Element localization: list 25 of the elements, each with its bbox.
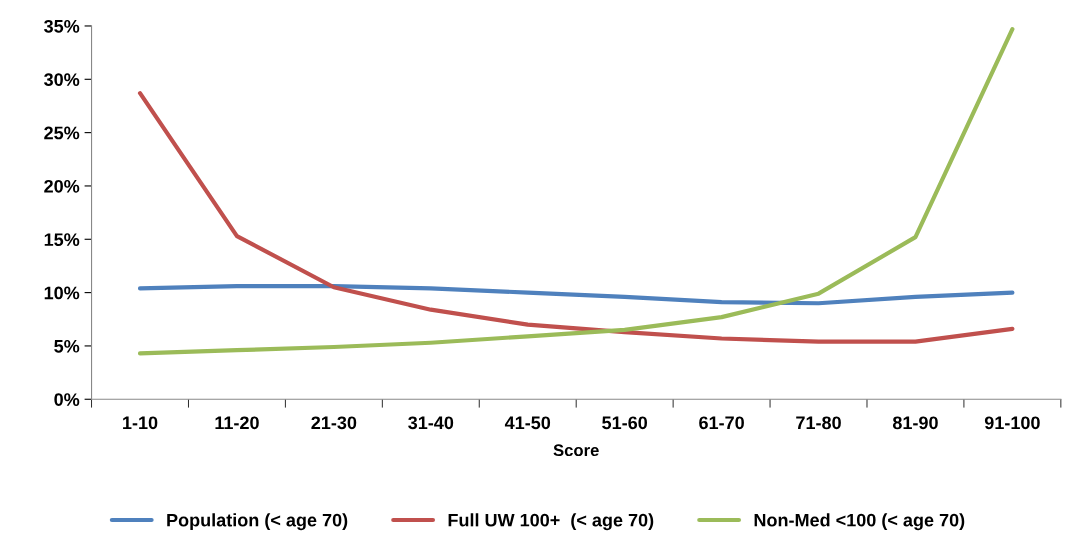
x-tick-label: 91-100 [984,416,1040,430]
y-tick-label: 30% [44,73,80,87]
x-tick-label: 41-50 [504,416,551,430]
y-tick-label: 0% [54,393,80,406]
y-tick-label: 10% [44,286,80,300]
x-tick-label: 11-20 [215,416,259,430]
y-tick-label: 20% [44,179,80,193]
x-tick-label: 61-70 [699,416,744,430]
y-tick-label: 5% [54,339,80,353]
x-tick-label: 71-80 [796,416,841,430]
x-axis-title: Score [553,444,599,457]
x-tick-label: 31-40 [408,416,454,430]
line-series [137,91,1015,344]
line-series [137,27,1015,356]
y-tick-label: 35% [44,19,80,33]
x-tick-label: 1-10 [123,416,158,430]
legend-label: Population (< age 70) [167,513,348,531]
y-tick-label: 25% [44,126,80,140]
legend-label: Non-Med <100 (< age 70) [754,513,965,531]
x-tick-label: 81-90 [892,416,938,430]
legend-label: Full UW 100+ (< age 70) [448,513,654,531]
y-tick-label: 15% [44,233,80,246]
line-series [137,284,1015,306]
x-tick-label: 21-30 [311,416,357,430]
x-tick-label: 51-60 [602,416,648,430]
